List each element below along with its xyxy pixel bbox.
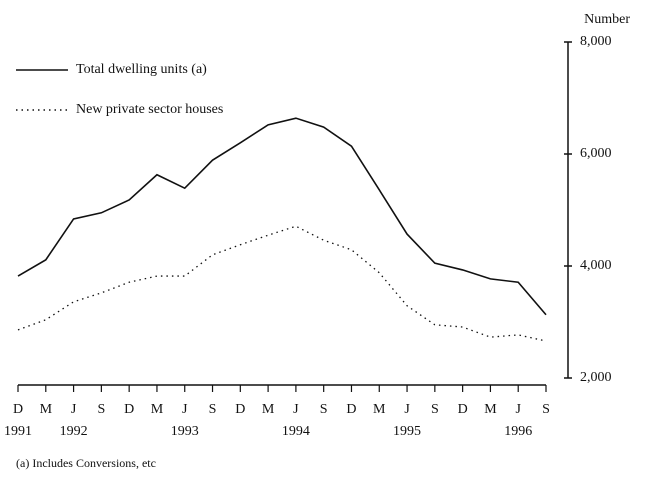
x-year-label: 1991: [4, 424, 32, 439]
x-tick-label: S: [320, 402, 328, 417]
x-tick-label: M: [262, 402, 275, 417]
y-tick-label: 4,000: [580, 258, 612, 273]
x-tick-label: S: [97, 402, 105, 417]
series-line: [17, 117, 547, 316]
x-tick-label: J: [71, 402, 77, 417]
x-tick-label: M: [151, 402, 164, 417]
series-line: [17, 225, 547, 342]
x-tick-label: D: [13, 402, 23, 417]
x-tick-label: D: [124, 402, 134, 417]
x-tick-label: S: [542, 402, 550, 417]
x-year-label: 1992: [60, 424, 88, 439]
y-tick-label: 2,000: [580, 370, 612, 385]
x-tick-label: M: [484, 402, 497, 417]
legend-label: New private sector houses: [76, 102, 223, 117]
x-tick-label: S: [209, 402, 217, 417]
x-tick-label: J: [293, 402, 299, 417]
x-tick-label: S: [431, 402, 439, 417]
y-axis-label: Number: [584, 12, 630, 27]
x-tick-label: M: [373, 402, 386, 417]
x-year-label: 1993: [171, 424, 199, 439]
y-tick-label: 8,000: [580, 34, 612, 49]
legend-label: Total dwelling units (a): [76, 62, 207, 77]
x-year-label: 1995: [393, 424, 421, 439]
x-tick-label: D: [346, 402, 356, 417]
x-tick-label: J: [182, 402, 188, 417]
x-tick-label: J: [515, 402, 521, 417]
x-tick-label: D: [235, 402, 245, 417]
y-tick-label: 6,000: [580, 146, 612, 161]
x-year-label: 1994: [282, 424, 310, 439]
x-tick-label: M: [40, 402, 53, 417]
x-tick-label: J: [404, 402, 410, 417]
footnote: (a) Includes Conversions, etc: [16, 456, 156, 470]
x-tick-label: D: [458, 402, 468, 417]
x-year-label: 1996: [504, 424, 532, 439]
